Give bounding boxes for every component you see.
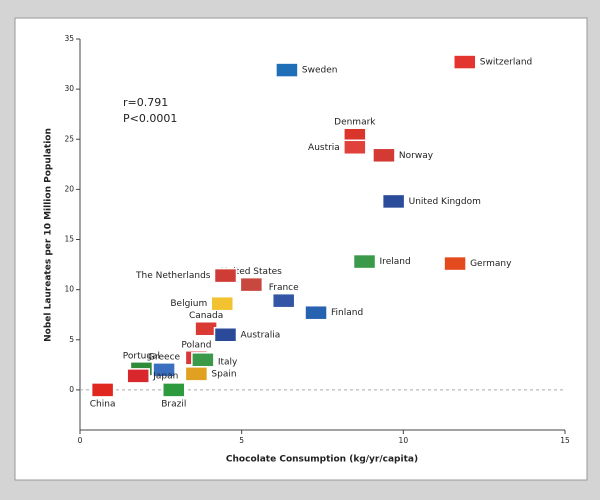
- point-label: Belgium: [170, 299, 207, 309]
- flag-marker: [343, 139, 367, 156]
- y-tick-label: 30: [64, 84, 74, 93]
- point-label: Sweden: [302, 66, 338, 76]
- point-label: France: [269, 283, 299, 293]
- flag-marker: [126, 368, 150, 384]
- flag-marker: [162, 382, 186, 398]
- y-tick-label: 25: [64, 134, 74, 143]
- point-label: The Netherlands: [135, 271, 211, 281]
- point-label: United Kingdom: [409, 197, 481, 207]
- point-label: Austria: [308, 143, 340, 153]
- flag-marker: [213, 327, 238, 343]
- y-tick-label: 10: [64, 285, 74, 294]
- point-label: Australia: [241, 330, 281, 340]
- flag-marker: [210, 295, 235, 312]
- annotation: P<0.0001: [123, 112, 177, 125]
- flag-marker: [304, 304, 328, 321]
- flag-marker: [453, 54, 477, 70]
- flag-marker: [443, 255, 467, 272]
- flag-marker: [239, 276, 264, 293]
- y-tick-label: 5: [69, 335, 74, 344]
- flag-marker: [184, 366, 209, 382]
- x-tick-label: 15: [560, 436, 570, 445]
- y-tick-label: 20: [64, 184, 74, 193]
- point-label: Poland: [181, 340, 211, 350]
- point-label: China: [90, 399, 116, 409]
- flag-marker: [352, 253, 377, 270]
- point-label: Canada: [189, 311, 223, 321]
- x-tick-label: 0: [78, 436, 83, 445]
- x-tick-label: 5: [239, 436, 244, 445]
- point-label: Brazil: [161, 399, 186, 409]
- point-label: Switzerland: [480, 58, 533, 68]
- point-label: Italy: [218, 357, 238, 367]
- flag-marker: [275, 62, 299, 78]
- flag-marker: [381, 193, 406, 210]
- flag-marker: [213, 267, 238, 284]
- flag-marker: [271, 292, 296, 309]
- point-label: Finland: [331, 308, 363, 318]
- x-tick-label: 10: [399, 436, 409, 445]
- y-tick-label: 35: [64, 34, 74, 43]
- point-label: Denmark: [334, 118, 376, 128]
- panel: [14, 17, 588, 481]
- flag-marker: [191, 352, 215, 368]
- point-label: United States: [221, 267, 282, 277]
- point-label: Spain: [211, 369, 236, 379]
- annotation: r=0.791: [123, 96, 168, 109]
- y-tick-label: 15: [64, 235, 74, 244]
- point-label: Norway: [399, 151, 434, 161]
- point-label: Ireland: [380, 257, 411, 267]
- point-label: Greece: [148, 352, 180, 362]
- flag-marker: [90, 382, 115, 398]
- flag-marker: [372, 147, 396, 164]
- point-label: Germany: [470, 259, 512, 269]
- point-label: Portugal: [123, 351, 160, 361]
- y-axis-title: Nobel Laureates per 10 Million Populatio…: [44, 128, 54, 342]
- x-axis-title: Chocolate Consumption (kg/yr/capita): [226, 455, 418, 465]
- y-tick-label: 0: [69, 385, 74, 394]
- point-label: Japan: [152, 371, 178, 381]
